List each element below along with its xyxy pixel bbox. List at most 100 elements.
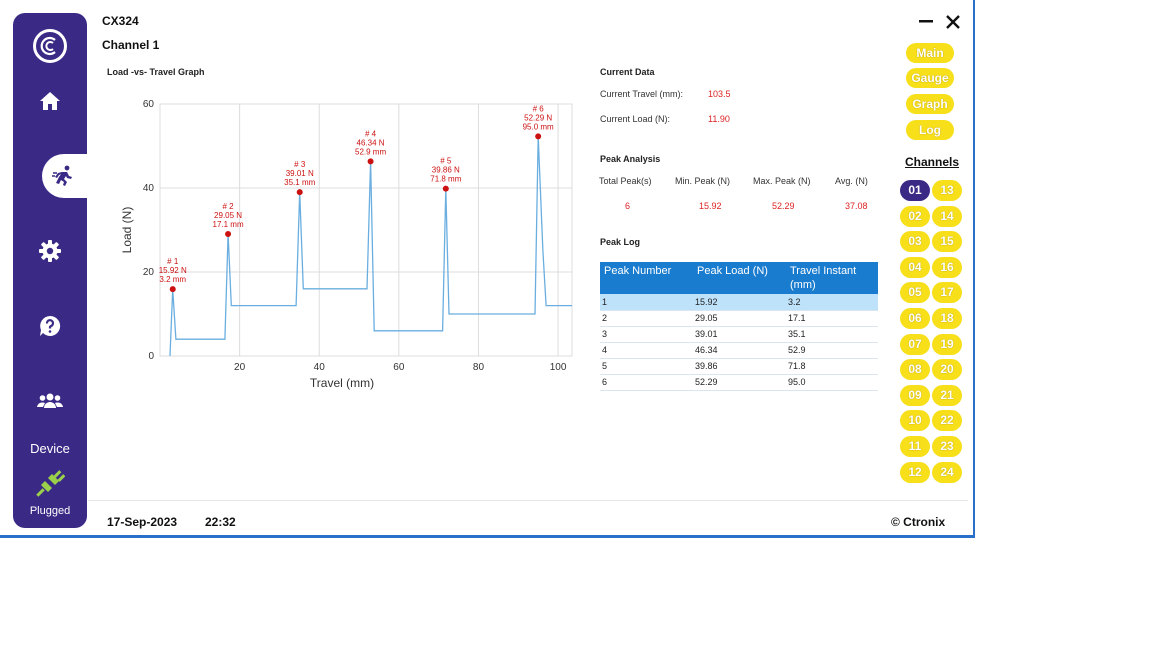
current-travel-value: 103.5: [708, 89, 731, 99]
channel-button-24[interactable]: 24: [932, 461, 962, 483]
peak-annotation: 46.34 N: [357, 138, 385, 147]
peak-log-title: Peak Log: [600, 237, 641, 247]
peak-annotation: # 3: [294, 160, 306, 169]
peak-annotation: # 2: [223, 202, 235, 211]
sidebar-item-home[interactable]: [13, 79, 87, 123]
channel-button-11[interactable]: 11: [900, 436, 930, 457]
y-axis-label: Load (N): [120, 207, 134, 254]
plug-icon: [35, 468, 66, 503]
channel-button-12[interactable]: 12: [900, 461, 930, 483]
y-tick-label: 40: [143, 183, 155, 194]
cell-peak-number: 2: [600, 310, 693, 327]
avg-value: 37.08: [845, 201, 868, 211]
min-peak-value: 15.92: [699, 201, 722, 211]
channel-button-08[interactable]: 08: [900, 359, 930, 381]
cell-travel-instant: 17.1: [786, 310, 878, 327]
channel-button-22[interactable]: 22: [932, 410, 962, 432]
channel-button-18[interactable]: 18: [932, 308, 962, 329]
x-axis-label: Travel (mm): [310, 376, 374, 390]
app-window: Device Plugged CX324 Channel 1 Load -vs-…: [0, 0, 975, 538]
channel-button-20[interactable]: 20: [932, 359, 962, 381]
cell-peak-number: 5: [600, 358, 693, 375]
col-travel-instant: Travel Instant (mm): [786, 262, 878, 294]
table-row[interactable]: 5 39.86 71.8: [600, 358, 878, 375]
channel-button-13[interactable]: 13: [932, 180, 962, 201]
series-line-load: [169, 136, 572, 357]
y-tick-label: 60: [143, 99, 155, 110]
peak-annotation: 39.86 N: [432, 166, 460, 175]
peak-annotation: # 1: [167, 257, 179, 266]
peak-marker: [169, 286, 176, 293]
current-data-title: Current Data: [600, 67, 655, 77]
footer-date: 17-Sep-2023: [107, 515, 178, 529]
table-row[interactable]: 1 15.92 3.2: [600, 294, 878, 311]
log-button[interactable]: Log: [906, 120, 954, 140]
current-load-value: 11.90: [708, 114, 730, 124]
channel-button-10[interactable]: 10: [900, 410, 930, 432]
channel-button-01[interactable]: 01: [900, 180, 930, 201]
device-label: Device: [30, 441, 70, 456]
x-tick-label: 100: [550, 362, 567, 373]
sidebar-item-help[interactable]: [13, 304, 87, 348]
peak-marker: [535, 133, 542, 140]
cell-peak-load: 29.05: [693, 310, 786, 327]
channel-button-14[interactable]: 14: [932, 205, 962, 227]
channel-button-21[interactable]: 21: [932, 384, 962, 406]
footer-time: 22:32: [205, 515, 236, 529]
peak-log-table: Peak Number Peak Load (N) Travel Instant…: [600, 262, 878, 391]
graph-button[interactable]: Graph: [906, 94, 954, 114]
current-load-label: Current Load (N):: [600, 114, 671, 124]
table-row[interactable]: 2 29.05 17.1: [600, 310, 878, 327]
channel-button-17[interactable]: 17: [932, 282, 962, 304]
peak-marker: [367, 158, 374, 165]
cell-peak-number: 4: [600, 342, 693, 359]
channel-button-09[interactable]: 09: [900, 384, 930, 406]
x-tick-label: 20: [234, 362, 246, 373]
minimize-button[interactable]: [918, 12, 934, 33]
load-travel-chart: 0 20 40 60 20 40 60 80 100 # 115.92 N3.2 mm # 229…: [120, 99, 573, 390]
channel-button-02[interactable]: 02: [900, 205, 930, 227]
sidebar-item-settings[interactable]: [13, 229, 87, 273]
close-button[interactable]: [945, 14, 961, 35]
current-travel-label: Current Travel (mm):: [600, 89, 684, 99]
channel-button-06[interactable]: 06: [900, 308, 930, 329]
minimize-icon: [919, 20, 933, 23]
table-row[interactable]: 4 46.34 52.9: [600, 342, 878, 359]
channel-button-15[interactable]: 15: [932, 231, 962, 253]
cell-travel-instant: 95.0: [786, 374, 878, 391]
peak-analysis-title: Peak Analysis: [600, 154, 661, 164]
channel-button-23[interactable]: 23: [932, 436, 962, 457]
channel-button-04[interactable]: 04: [900, 256, 930, 278]
home-icon: [40, 92, 60, 110]
sidebar-item-users[interactable]: [13, 379, 87, 423]
total-peaks-value: 6: [625, 201, 631, 211]
channel-button-03[interactable]: 03: [900, 231, 930, 253]
peak-annotation: 52.9 mm: [355, 147, 386, 156]
avg-header: Avg. (N): [835, 176, 868, 186]
table-row[interactable]: 3 39.01 35.1: [600, 326, 878, 343]
table-row[interactable]: 6 52.29 95.0: [600, 374, 878, 391]
peak-annotation: # 6: [533, 104, 545, 113]
channel-button-05[interactable]: 05: [900, 282, 930, 304]
graph-title: Load -vs- Travel Graph: [107, 67, 205, 77]
channel-button-19[interactable]: 19: [932, 333, 962, 355]
channel-button-07[interactable]: 07: [900, 333, 930, 355]
cell-peak-load: 39.01: [693, 326, 786, 343]
users-icon: [37, 393, 63, 408]
running-icon: [52, 165, 72, 186]
peak-annotation: # 5: [440, 157, 452, 166]
y-tick-label: 20: [143, 267, 155, 278]
sidebar-item-run[interactable]: [42, 154, 102, 198]
cell-travel-instant: 3.2: [786, 294, 878, 311]
cell-travel-instant: 35.1: [786, 326, 878, 343]
sidebar: Device Plugged: [13, 13, 102, 528]
x-tick-label: 40: [314, 362, 326, 373]
channel-button-16[interactable]: 16: [932, 256, 962, 278]
main-button[interactable]: Main: [906, 43, 954, 63]
cell-peak-load: 39.86: [693, 358, 786, 375]
min-peak-header: Min. Peak (N): [675, 176, 731, 186]
peak-annotation: 17.1 mm: [213, 220, 244, 229]
gauge-button[interactable]: Gauge: [906, 68, 954, 88]
cell-travel-instant: 52.9: [786, 342, 878, 359]
peak-annotation: 29.05 N: [214, 211, 242, 220]
